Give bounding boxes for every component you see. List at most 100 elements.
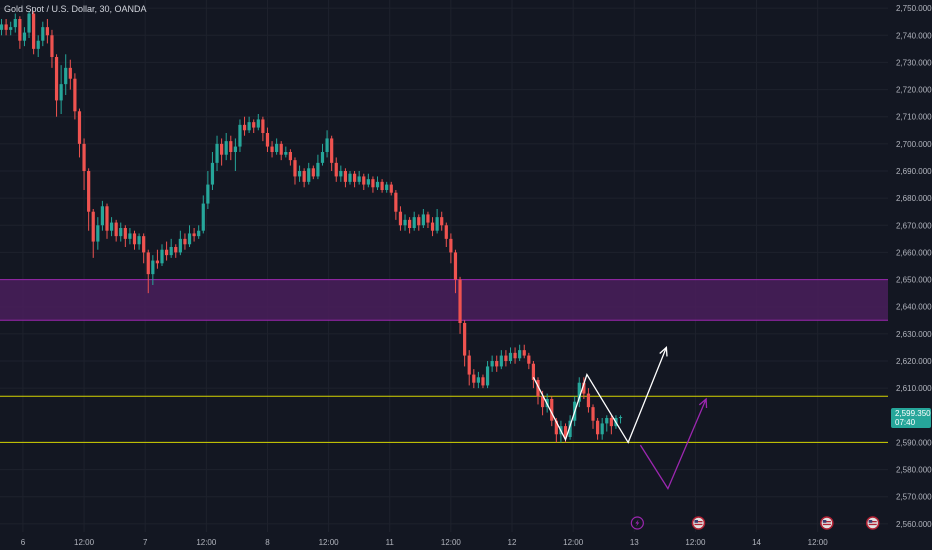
candle [0,19,4,36]
candle-body [380,181,384,190]
candle-body [398,211,403,226]
candle [490,355,494,372]
candle [582,377,586,399]
candle-body [105,206,109,231]
candle [201,195,205,234]
us-flag-icon-stripe [822,523,831,526]
price-tick-label: 2,660.000 [896,248,932,257]
candle [586,388,591,413]
candle-body [568,420,572,437]
candle-body [513,352,517,359]
candle [36,35,40,57]
white-zigzag [532,347,667,444]
candle-body [32,13,36,49]
candle-body [499,355,503,367]
us-flag-icon[interactable] [865,516,880,530]
candle [215,135,219,171]
candle [595,418,600,440]
candle [618,415,623,424]
candle-body [540,396,545,408]
us-flag-icon-ring [691,516,706,530]
candles [0,10,623,443]
candle [472,369,476,389]
candle-body [577,382,581,402]
lightning-icon[interactable] [630,516,644,530]
horizontal-lines[interactable] [0,395,888,443]
candle-body [36,40,40,49]
us-flag-icon-stripe [868,521,877,523]
candle-body [247,122,251,131]
candle-body [233,146,237,152]
candle [504,350,508,367]
candle [22,27,27,47]
candle [105,203,109,239]
candle [550,396,554,427]
drawings[interactable] [532,346,708,490]
candle [27,10,31,38]
us-flag-icon[interactable] [691,516,706,530]
price-axis[interactable]: 2,750.000 2,740.000 2,730.000 2,720.000 2,71… [888,0,932,550]
us-flag-icon-ring [820,516,834,530]
us-flag-icon-stripe [868,523,877,526]
candle [518,344,522,361]
us-flag-icon-canton [822,520,827,523]
candle [32,10,36,55]
candle-body [421,214,425,226]
candle-body [0,24,4,30]
candle [467,350,471,386]
candle-body [64,67,68,85]
time-tick-label: 12 [508,538,517,547]
candle-body [252,122,256,128]
candle-body [18,19,22,41]
candle-body [192,233,196,237]
candle-body [330,138,334,163]
candle [600,418,604,440]
price-tick-label: 2,690.000 [896,167,932,176]
current-price-label: 2,599.350 [895,409,931,418]
candle [293,157,297,185]
candle-body [518,350,522,359]
candle-body [293,160,297,177]
candle-body [385,184,389,190]
event-icons[interactable] [630,516,880,530]
candle-body [169,247,173,256]
candle [45,19,49,44]
candle [430,217,435,237]
candle [366,173,370,188]
price-tick-label: 2,680.000 [896,194,932,203]
candle [435,209,439,234]
time-tick-label: 6 [21,538,26,547]
candle-body [426,214,430,223]
candle-body [403,219,407,226]
candle [206,171,210,209]
supply-zone[interactable] [0,279,888,321]
candle-body [334,162,338,177]
candle-body [45,27,49,36]
candle [463,320,467,367]
candle-body [119,228,123,237]
candle [100,200,105,231]
candle [449,233,453,264]
candle-body [123,228,127,239]
candle [82,138,86,190]
candle-body [256,119,260,128]
candle-body [242,124,247,131]
candle [279,141,283,161]
candle [458,276,462,334]
candle [522,344,526,359]
candle-body [508,352,513,361]
candle-body [4,24,8,30]
white-zigzag-arrowhead [659,346,668,357]
candle [476,371,480,389]
candle-body [554,420,558,435]
price-tick-label: 2,650.000 [896,276,932,285]
candle-body [59,84,63,101]
us-flag-icon[interactable] [820,516,834,530]
time-axis[interactable]: 6 12:00 7 12:00 8 12:00 11 12:00 12 12:00 13 12:00 1… [0,532,888,550]
candle [220,138,224,166]
candle [288,149,293,166]
price-tick-label: 2,730.000 [896,58,932,67]
time-tick-label: 12:00 [441,538,462,547]
candle-body [343,171,348,182]
